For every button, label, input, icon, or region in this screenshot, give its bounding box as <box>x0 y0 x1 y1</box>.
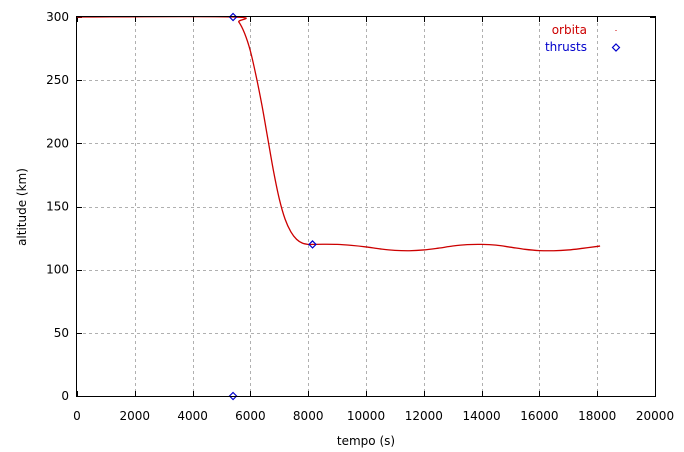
x-tick-label: 18000 <box>578 409 616 423</box>
thrust-point <box>228 12 238 22</box>
x-tick-label: 20000 <box>636 409 674 423</box>
plot-series <box>76 12 601 401</box>
x-tick-label: 2000 <box>120 409 151 423</box>
y-tick-label: 50 <box>54 326 69 340</box>
y-tick-label: 0 <box>61 389 69 403</box>
legend-marker-thrusts <box>611 43 621 52</box>
plot-frame <box>76 16 656 397</box>
y-tick-label: 100 <box>46 263 69 277</box>
grid <box>77 17 655 396</box>
x-tick-label: 0 <box>73 409 81 423</box>
y-tick-label: 250 <box>46 73 69 87</box>
thrust-point <box>308 240 317 249</box>
legend-label-orbita: orbita <box>552 23 587 37</box>
x-tick-label: 12000 <box>405 409 443 423</box>
x-tick-label: 16000 <box>520 409 558 423</box>
y-tick-label: 150 <box>46 200 69 214</box>
x-tick-label: 4000 <box>177 409 208 423</box>
x-tick-label: 8000 <box>293 409 324 423</box>
series-line-orbita <box>76 15 601 252</box>
y-axis-label: altitude (km) <box>15 168 29 246</box>
y-tick-label: 200 <box>46 136 69 150</box>
legend: orbita thrusts <box>545 23 621 54</box>
x-tick-label: 6000 <box>235 409 266 423</box>
x-tick-label: 10000 <box>347 409 385 423</box>
ticks: 0 2000 4000 6000 8000 10000 12000 14000 16000 180… <box>46 10 674 423</box>
legend-label-thrusts: thrusts <box>545 40 587 54</box>
legend-marker-orbita <box>615 30 617 31</box>
x-axis-label: tempo (s) <box>337 434 395 448</box>
x-tick-label: 14000 <box>463 409 501 423</box>
thrust-point <box>228 391 238 401</box>
y-tick-label: 300 <box>46 10 69 24</box>
